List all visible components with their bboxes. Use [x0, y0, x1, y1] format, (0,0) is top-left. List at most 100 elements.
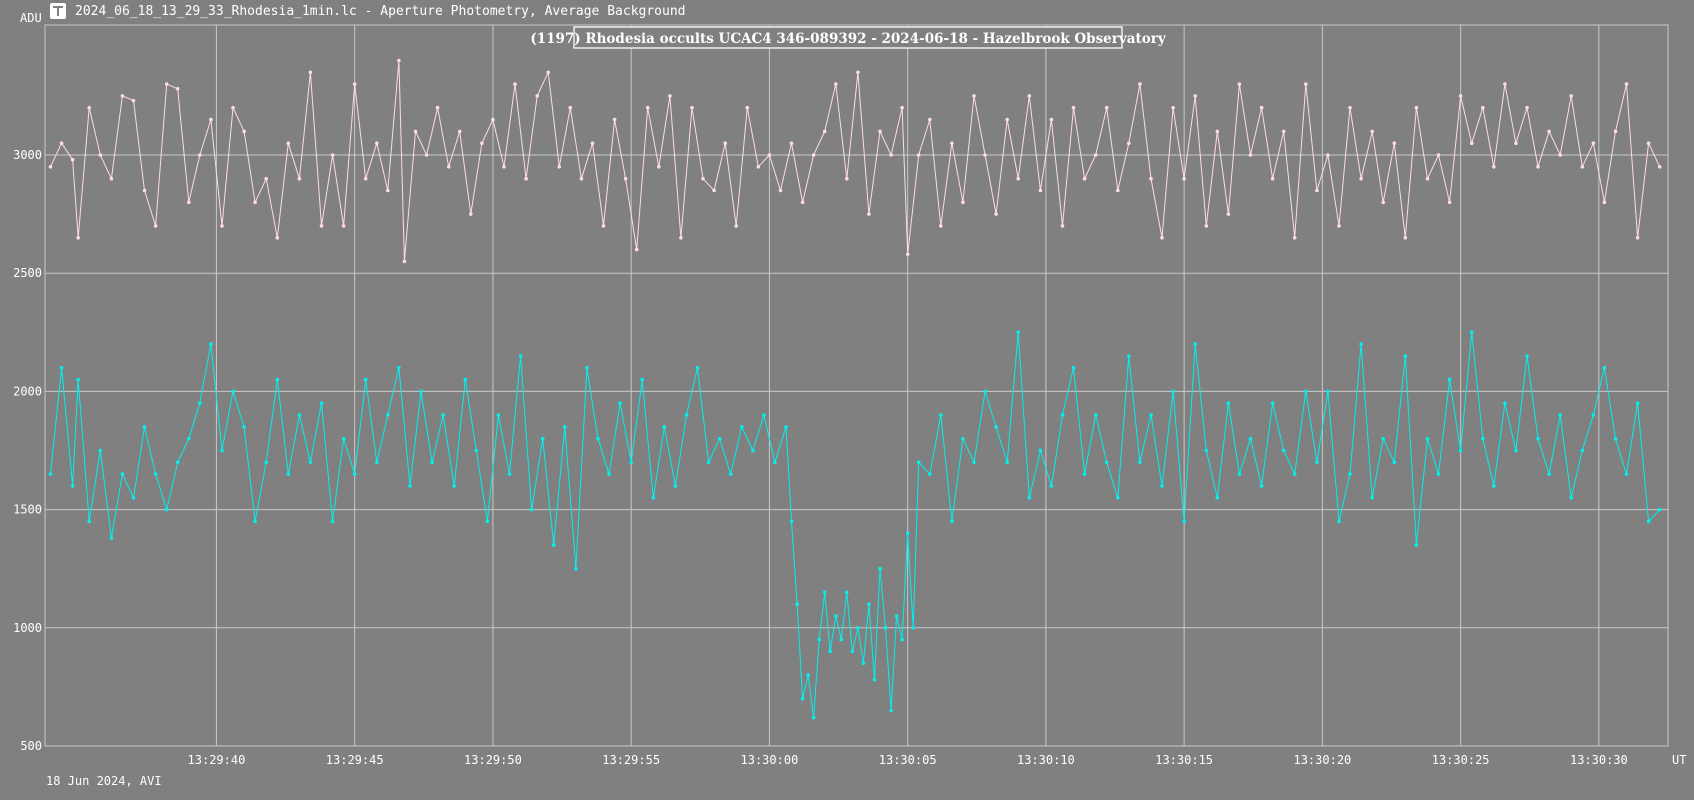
target-data-point [1447, 377, 1452, 382]
comparison-data-point [446, 165, 451, 169]
comparison-data-point [867, 212, 871, 216]
comparison-data-point [645, 105, 650, 110]
comparison-data-point [375, 141, 379, 145]
comparison-data-point [275, 236, 280, 240]
comparison-data-point [153, 224, 158, 228]
comparison-data-point [1425, 176, 1430, 181]
comparison-data-point [723, 141, 727, 145]
comparison-data-point [1348, 105, 1352, 110]
comparison-data-point [1414, 105, 1419, 110]
comparison-data-point [297, 176, 302, 181]
target-data-point [811, 715, 816, 720]
y-tick-label: 500 [20, 739, 42, 753]
target-data-point [1370, 496, 1374, 500]
target-data-point [496, 413, 501, 417]
target-data-point [1591, 413, 1596, 417]
comparison-data-point [579, 176, 584, 181]
comparison-data-point [491, 117, 495, 122]
comparison-data-point [657, 165, 661, 169]
comparison-data-point [1149, 176, 1153, 181]
comparison-data-point [402, 259, 407, 264]
target-data-point [275, 377, 280, 382]
target-data-point [1458, 448, 1463, 453]
target-data-point [70, 484, 75, 488]
comparison-data-point [1569, 94, 1573, 98]
x-tick-label: 13:30:30 [1570, 753, 1628, 767]
app-logo-icon [50, 3, 66, 19]
target-data-point [1624, 472, 1629, 476]
comparison-data-point [1259, 105, 1264, 110]
target-data-point [142, 425, 147, 429]
comparison-data-point [1359, 176, 1363, 181]
comparison-data-point [1171, 105, 1175, 110]
target-data-point [806, 673, 810, 677]
target-data-point [153, 472, 158, 476]
target-data-point [845, 590, 849, 595]
comparison-data-point [1248, 153, 1253, 157]
target-data-point [1005, 460, 1009, 465]
target-data-point [386, 413, 390, 417]
footer-date-label: 18 Jun 2024, AVI [46, 774, 162, 788]
comparison-data-point [1292, 236, 1297, 240]
comparison-data-point [1038, 188, 1043, 193]
target-data-point [131, 496, 136, 500]
comparison-data-point [386, 188, 390, 193]
comparison-data-point [1646, 141, 1651, 145]
comparison-data-point [1138, 82, 1142, 86]
target-data-point [1082, 472, 1087, 476]
window-title: 2024_06_18_13_29_33_Rhodesia_1min.lc - A… [75, 4, 686, 19]
comparison-data-point [70, 157, 75, 162]
comparison-data-point [1315, 188, 1319, 193]
comparison-data-point [209, 117, 213, 122]
target-data-point [563, 425, 567, 429]
target-data-point [1392, 460, 1397, 465]
target-data-point [474, 448, 479, 453]
y-tick-label: 1500 [13, 503, 42, 517]
comparison-data-point [679, 236, 683, 240]
y-tick-label: 2000 [13, 384, 42, 398]
target-data-point [789, 519, 794, 524]
target-data-point [828, 649, 832, 654]
target-data-point [452, 484, 457, 488]
target-data-point [175, 460, 180, 465]
target-data-point [850, 649, 855, 654]
target-data-point [375, 460, 379, 465]
target-data-point [684, 413, 689, 417]
comparison-data-point [1503, 82, 1507, 86]
comparison-data-point [789, 141, 794, 145]
comparison-data-point [1370, 129, 1374, 134]
comparison-data-point [1215, 129, 1220, 134]
comparison-data-point [253, 200, 257, 205]
target-data-point [164, 507, 169, 512]
target-data-point [1248, 436, 1253, 441]
comparison-data-point [308, 70, 313, 75]
comparison-data-point [131, 98, 136, 103]
comparison-data-point [1591, 141, 1596, 145]
target-data-point [950, 519, 954, 524]
target-data-point [983, 389, 987, 394]
target-data-point [1646, 519, 1651, 524]
target-data-point [1425, 436, 1430, 441]
comparison-data-point [950, 141, 954, 145]
comparison-data-point [1193, 94, 1197, 98]
target-data-point [856, 626, 860, 630]
target-data-point [231, 389, 235, 394]
target-data-point [1525, 354, 1529, 358]
comparison-data-point [469, 212, 473, 216]
comparison-data-point [778, 188, 783, 193]
comparison-data-point [983, 153, 987, 157]
target-data-point [751, 448, 755, 453]
comparison-data-point [1447, 200, 1452, 205]
target-data-point [264, 460, 269, 465]
comparison-data-point [1492, 165, 1496, 169]
target-data-point [695, 366, 700, 370]
window-titlebar: 2024_06_18_13_29_33_Rhodesia_1min.lc - A… [0, 0, 1694, 24]
comparison-data-point [1226, 212, 1231, 216]
comparison-data-point [330, 153, 335, 157]
target-data-point [518, 354, 523, 358]
target-data-point [640, 377, 644, 382]
target-data-point [911, 626, 915, 630]
comparison-data-point [1613, 129, 1618, 134]
target-data-point [1304, 389, 1308, 394]
comparison-data-point [756, 165, 761, 169]
